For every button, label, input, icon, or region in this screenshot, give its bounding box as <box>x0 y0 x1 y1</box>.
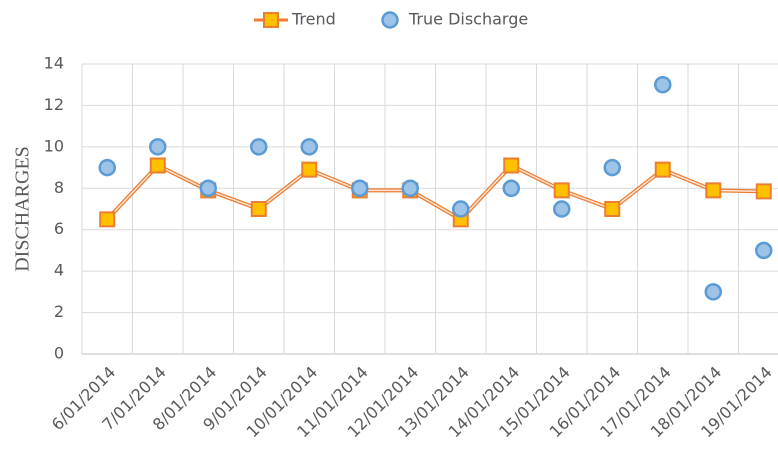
true-discharge-point <box>351 179 369 198</box>
true-discharge-point <box>603 158 621 177</box>
trend-marker <box>503 157 520 174</box>
trend-marker <box>705 182 722 199</box>
y-tick-label: 4 <box>54 261 64 280</box>
true-discharge-point <box>654 75 672 94</box>
true-discharge-point <box>199 179 217 198</box>
legend-label: Trend <box>291 10 336 29</box>
legend-marker <box>263 12 279 28</box>
true-discharge-point <box>300 138 318 156</box>
true-discharge-point <box>98 158 116 177</box>
trend-marker <box>99 211 116 228</box>
trend-marker <box>149 157 166 174</box>
y-tick-label: 10 <box>44 136 64 155</box>
y-tick-label: 8 <box>54 178 64 197</box>
y-tick-label: 2 <box>54 302 64 321</box>
true-discharge-point <box>149 138 167 156</box>
legend: Trend True Discharge <box>254 10 528 29</box>
trend-marker <box>250 201 267 217</box>
y-tick-label: 6 <box>54 219 64 238</box>
trend-line-inner <box>106 164 764 221</box>
legend-label: True Discharge <box>408 10 528 29</box>
legend-marker <box>381 11 399 29</box>
trend-marker <box>755 183 772 200</box>
trend-marker <box>301 161 318 178</box>
y-tick-label: 14 <box>44 54 64 73</box>
trend-marker <box>654 161 671 178</box>
true-discharge-point <box>250 138 268 156</box>
y-tick-label: 0 <box>54 344 64 363</box>
trend-marker <box>553 182 570 199</box>
true-discharge-point <box>401 179 419 198</box>
y-axis-title: DISCHARGES <box>12 146 34 272</box>
true-discharge-point <box>553 200 571 218</box>
true-discharge-point <box>502 179 520 198</box>
true-discharge-point <box>452 200 470 218</box>
true-discharge-point <box>704 283 722 301</box>
true-discharge-point <box>755 241 773 260</box>
y-tick-label: 12 <box>44 95 64 114</box>
trend-marker <box>604 201 621 217</box>
